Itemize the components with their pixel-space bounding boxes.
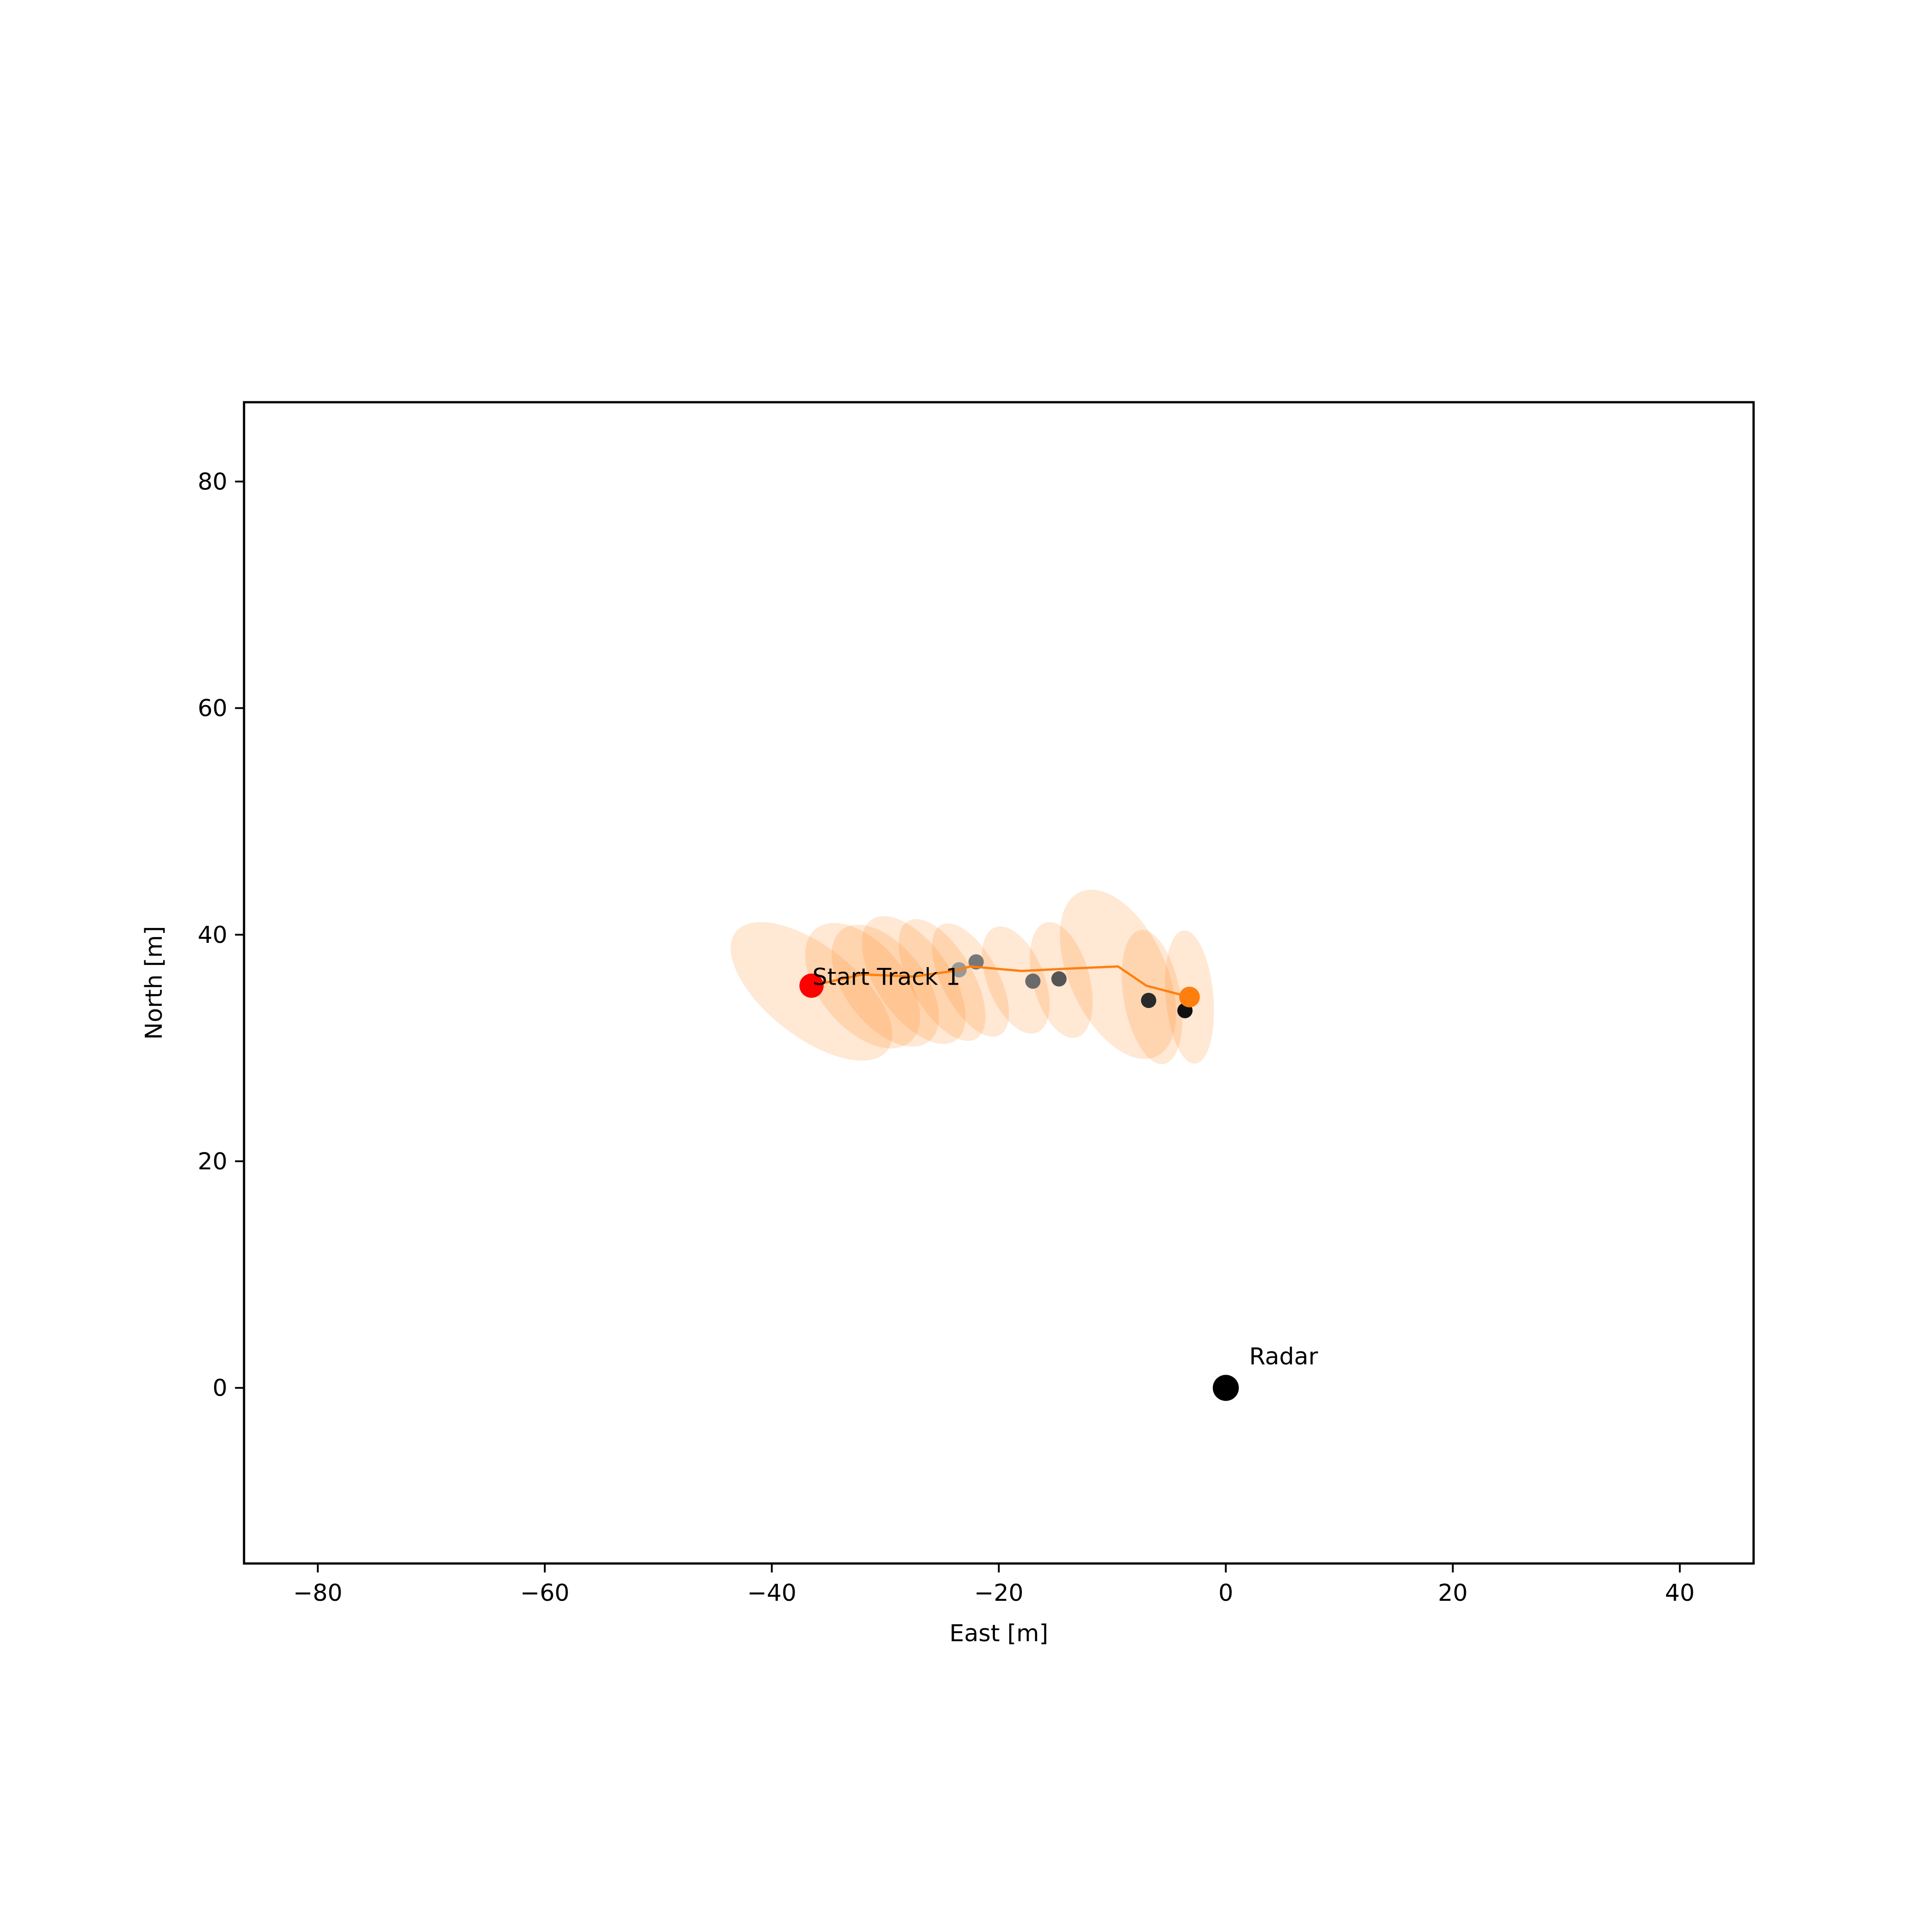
plot-content: Start Track 1 Radar [730,889,1319,1401]
x-tick-label: 0 [1218,1580,1233,1607]
uncertainty-ellipse-2 [805,923,920,1048]
x-tick-label: 20 [1438,1580,1468,1607]
measurement-point-5 [1141,993,1156,1008]
track-start-marker [799,973,824,998]
uncertainty-ellipse-5 [898,919,986,1041]
uncertainty-ellipse-7 [982,926,1050,1034]
y-tick-label: 80 [198,468,227,495]
y-tick-label: 20 [198,1148,227,1175]
y-tick-label: 60 [198,695,227,722]
y-tick-label: 0 [213,1375,227,1402]
x-tick-label: −80 [293,1580,342,1607]
x-axis-ticks: −80 −60 −40 −20 0 20 40 [293,1563,1695,1607]
track-start-label: Start Track 1 [813,964,960,990]
y-axis-ticks: 0 20 40 60 80 [198,468,244,1402]
measurement-point-4 [1051,971,1067,987]
uncertainty-ellipse-6 [932,923,1009,1037]
radar-marker [1212,1375,1239,1401]
x-tick-label: −60 [520,1580,569,1607]
uncertainty-ellipse-9 [1060,889,1177,1059]
track-end-marker [1179,986,1200,1008]
x-tick-label: −20 [974,1580,1024,1607]
track-line [811,965,1190,998]
x-tick-label: 40 [1665,1580,1695,1607]
y-axis-title: North [m] [141,926,168,1039]
measurement-point-3 [1025,973,1041,989]
uncertainty-ellipse-4 [862,916,966,1044]
radar-label: Radar [1249,1343,1319,1370]
y-tick-label: 40 [198,922,227,949]
uncertainty-ellipse-3 [831,924,939,1047]
x-tick-label: −40 [747,1580,797,1607]
x-axis-title: East [m] [950,1620,1048,1647]
